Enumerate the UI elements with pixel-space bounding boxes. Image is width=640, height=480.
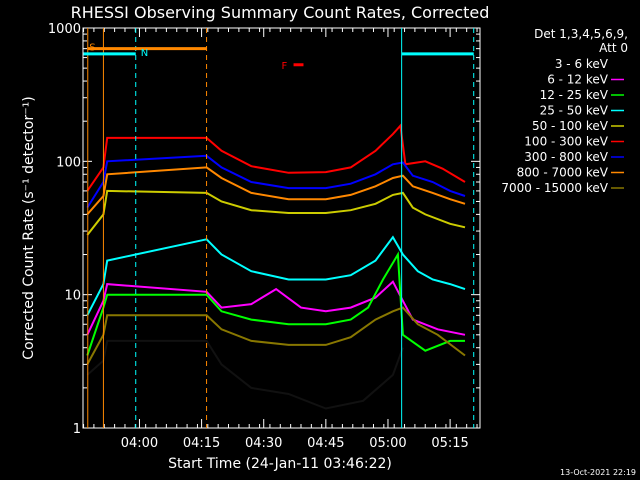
axes: 1 10 100 1000 04:00 04:15 04:30 04:45 05:00 05:15 — [48, 22, 481, 451]
plot-frame — [82, 27, 481, 429]
y-tick-label: 1000 — [48, 22, 81, 37]
series-layer — [86, 123, 466, 410]
legend-entry-label: 6 - 12 keV — [547, 73, 609, 87]
x-tick-label: 04:15 — [183, 436, 220, 451]
x-tick-label: 04:45 — [307, 436, 344, 451]
legend-header: Det 1,3,4,5,6,9, — [534, 27, 628, 41]
x-tick-label: 04:30 — [245, 436, 282, 451]
chart-title: RHESSI Observing Summary Count Rates, Co… — [71, 3, 490, 22]
status-bar-label: S — [89, 43, 95, 54]
series-line — [86, 189, 466, 236]
marker-layer: S N F — [83, 28, 475, 428]
status-bar-label: F — [282, 61, 288, 72]
legend-entry-label: 3 - 6 keV — [555, 57, 609, 71]
y-axis-label: Corrected Count Rate (s⁻¹ detector⁻¹) — [21, 96, 37, 359]
series-line — [86, 154, 466, 209]
y-tick-label: 1 — [73, 422, 81, 437]
footer-timestamp: 13-Oct-2021 22:19 — [560, 468, 636, 477]
series-line — [86, 339, 404, 410]
legend: Det 1,3,4,5,6,9,Att 0 3 - 6 keV 6 - 12 keV… — [501, 27, 628, 195]
legend-entry-label: 25 - 50 keV — [540, 104, 609, 118]
series-line — [86, 166, 466, 216]
y-tick-label: 10 — [64, 289, 81, 304]
legend-entry-label: 800 - 7000 keV — [517, 166, 609, 180]
series-line — [86, 280, 466, 336]
x-tick-label: 04:00 — [121, 436, 158, 451]
legend-entry-label: 7000 - 15000 keV — [501, 181, 608, 195]
legend-entry-label: 12 - 25 keV — [540, 88, 609, 102]
legend-header: Att 0 — [599, 41, 628, 55]
series-line — [86, 251, 465, 356]
x-tick-label: 05:15 — [431, 436, 468, 451]
legend-entry-label: 100 - 300 keV — [524, 135, 608, 149]
y-tick-label: 100 — [56, 155, 81, 170]
legend-entry-label: 300 - 800 keV — [524, 150, 608, 164]
status-bar-label: N — [141, 48, 148, 59]
series-line — [86, 123, 466, 192]
x-axis-label: Start Time (24-Jan-11 03:46:22) — [168, 456, 392, 472]
series-line — [86, 235, 466, 316]
series-line — [86, 306, 466, 365]
legend-entry-label: 50 - 100 keV — [532, 119, 609, 133]
x-tick-label: 05:00 — [369, 436, 406, 451]
